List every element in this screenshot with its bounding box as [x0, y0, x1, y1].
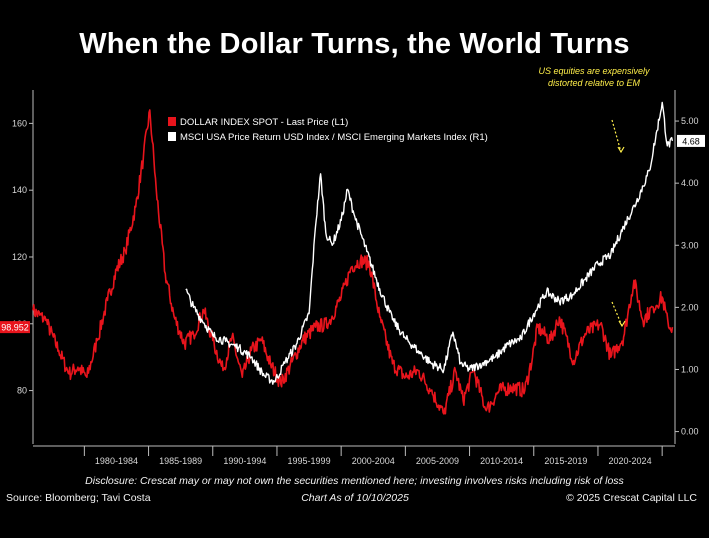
- source-text: Source: Bloomberg; Tavi Costa: [6, 492, 151, 504]
- x-axis-tick-label: 2020-2024: [609, 456, 652, 466]
- left-axis-tick-label: 120: [12, 252, 27, 262]
- annotation-arrow-upper: [611, 119, 622, 153]
- annotation-arrow-lower: [611, 301, 623, 327]
- right-axis-tick-label: 4.00: [681, 178, 699, 188]
- legend-entry: MSCI USA Price Return USD Index / MSCI E…: [180, 132, 488, 143]
- right-axis-tick-label: 3.00: [681, 240, 699, 250]
- right-axis-tick-label: 5.00: [681, 116, 699, 126]
- left-axis-tick-label: 140: [12, 185, 27, 195]
- as-of-text: Chart As of 10/10/2025: [301, 492, 409, 504]
- last-value-right-badge: [677, 134, 705, 147]
- last-value-right-label: 4.68: [682, 136, 700, 146]
- annotation-arrow-lower-head: [618, 320, 626, 328]
- disclosure-text: Disclosure: Crescat may or may not own t…: [85, 475, 624, 487]
- last-value-left-badge: [0, 321, 30, 334]
- right-axis-tick-label: 2.00: [681, 302, 699, 312]
- x-axis-tick-label: 1995-1999: [288, 456, 331, 466]
- legend-swatch: [168, 117, 176, 126]
- legend-entry: DOLLAR INDEX SPOT - Last Price (L1): [180, 117, 348, 128]
- x-axis-tick-label: 1990-1994: [223, 456, 266, 466]
- copyright-text: © 2025 Crescat Capital LLC: [566, 492, 697, 504]
- x-axis-tick-label: 2010-2014: [480, 456, 523, 466]
- last-value-left-label: 98.952: [1, 323, 29, 333]
- dollar-index-line: [32, 109, 674, 415]
- annotation-arrow-upper-head: [617, 146, 625, 154]
- chart-plot: 801001201401600.001.002.003.004.005.0019…: [0, 90, 705, 466]
- left-axis-tick-label: 80: [17, 386, 27, 396]
- x-axis-tick-label: 2000-2004: [352, 456, 395, 466]
- x-axis-tick-label: 1980-1984: [95, 456, 138, 466]
- right-axis-tick-label: 1.00: [681, 364, 699, 374]
- annotation-text: US equities are expensively distorted re…: [538, 66, 650, 88]
- chart-title: When the Dollar Turns, the World Turns: [79, 28, 630, 60]
- usa-em-ratio-line: [185, 101, 674, 385]
- right-axis-tick-label: 0.00: [681, 427, 699, 437]
- legend-swatch: [168, 132, 176, 141]
- left-axis-tick-label: 160: [12, 118, 27, 128]
- x-axis-tick-label: 2015-2019: [544, 456, 587, 466]
- x-axis-tick-label: 2005-2009: [416, 456, 459, 466]
- x-axis-tick-label: 1985-1989: [159, 456, 202, 466]
